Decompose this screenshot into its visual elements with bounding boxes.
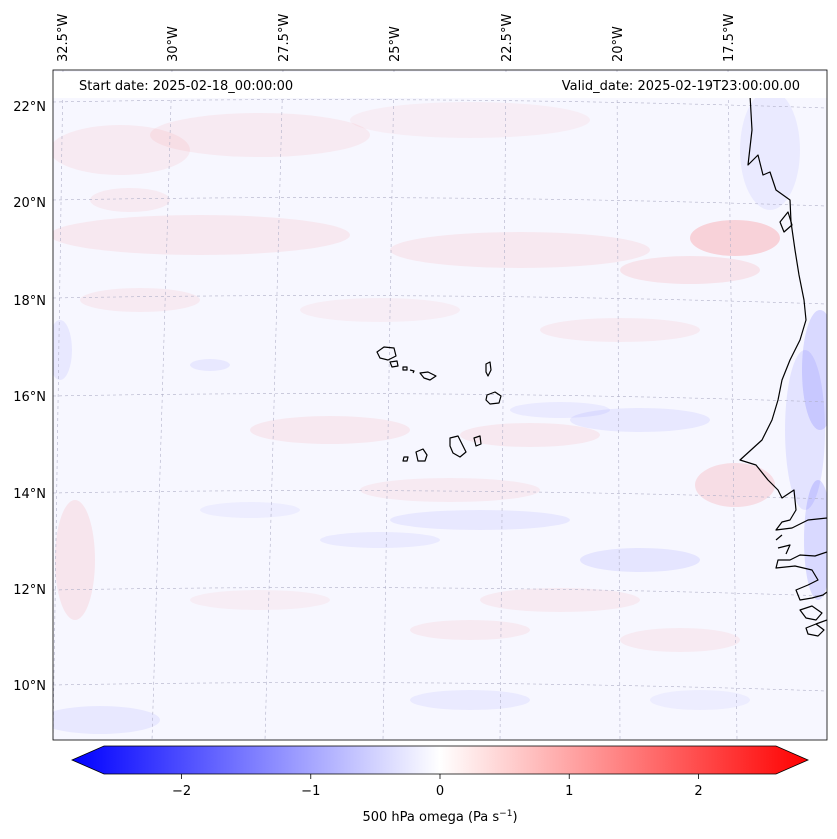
lon-label-17-5w: 17.5°W (722, 14, 737, 62)
lat-label-14n: 14°N (13, 487, 46, 502)
colorbar-tick-label: −1 (301, 784, 320, 799)
colorbar-tick-label: −2 (172, 784, 191, 799)
lat-label-10n: 10°N (13, 679, 46, 694)
colorbar-tick-label: 1 (565, 784, 573, 799)
lat-label-12n: 12°N (13, 583, 46, 598)
omega-field (53, 90, 827, 734)
map-panel: Start date: 2025-02-18_00:00:00 Valid_da… (52, 69, 828, 741)
lat-label-16n: 16°N (13, 390, 46, 405)
lon-label-22-5w: 22.5°W (500, 14, 515, 62)
cape-verde-islands (376, 346, 502, 462)
lat-label-22n: 22°N (13, 100, 46, 115)
start-date-label: Start date: 2025-02-18_00:00:00 (79, 79, 293, 94)
map-frame (52, 69, 828, 741)
lat-label-20n: 20°N (13, 196, 46, 211)
valid-date-label: Valid_date: 2025-02-19T23:00:00.00 (562, 79, 800, 94)
longitude-labels: 32.5°W 30°W 27.5°W 25°W 22.5°W 20°W 17.5… (56, 14, 737, 62)
lon-label-30w: 30°W (166, 26, 181, 62)
colorbar-tick-label: 0 (436, 784, 444, 799)
map-background (53, 70, 827, 740)
lon-label-27-5w: 27.5°W (277, 14, 292, 62)
colorbar-tick-label: 2 (694, 784, 702, 799)
colorbar-ticks: −2 −1 0 1 2 (172, 774, 703, 799)
date-banner (53, 72, 827, 98)
latitude-labels: 22°N 20°N 18°N 16°N 14°N 12°N 10°N (13, 100, 46, 694)
lon-label-32-5w: 32.5°W (56, 14, 71, 62)
lon-label-25w: 25°W (388, 26, 403, 62)
lat-label-18n: 18°N (13, 294, 46, 309)
gridlines (53, 70, 827, 740)
colorbar-strip (71, 745, 809, 775)
colorbar: −2 −1 0 1 2 500 hPa omega (Pa s−1) (71, 745, 809, 825)
lon-label-20w: 20°W (611, 26, 626, 62)
coastline (739, 94, 827, 637)
colorbar-label: 500 hPa omega (Pa s−1) (362, 809, 517, 825)
